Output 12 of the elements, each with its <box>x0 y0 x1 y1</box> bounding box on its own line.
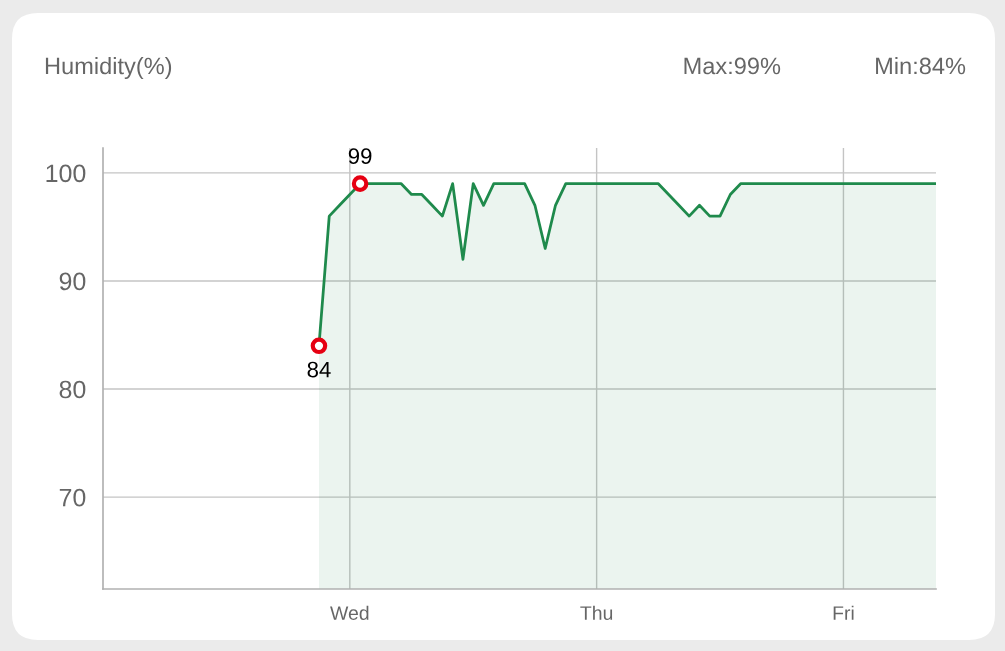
y-tick-label: 80 <box>59 380 86 399</box>
y-tick-label: 70 <box>59 488 86 507</box>
text: Min:84% <box>876 57 966 75</box>
data-label: 84 <box>307 361 331 378</box>
x-tick-label: Fri <box>833 605 854 620</box>
y-tick-label: 90 <box>59 272 86 291</box>
text: Max:99% <box>684 57 781 75</box>
chart-title: Humidity(%) <box>45 57 172 79</box>
x-tick-label: Wed <box>330 605 369 620</box>
x-tick-label: Thu <box>580 605 613 620</box>
y-tick-label: 100 <box>46 164 86 183</box>
data-label: 99 <box>348 148 372 164</box>
